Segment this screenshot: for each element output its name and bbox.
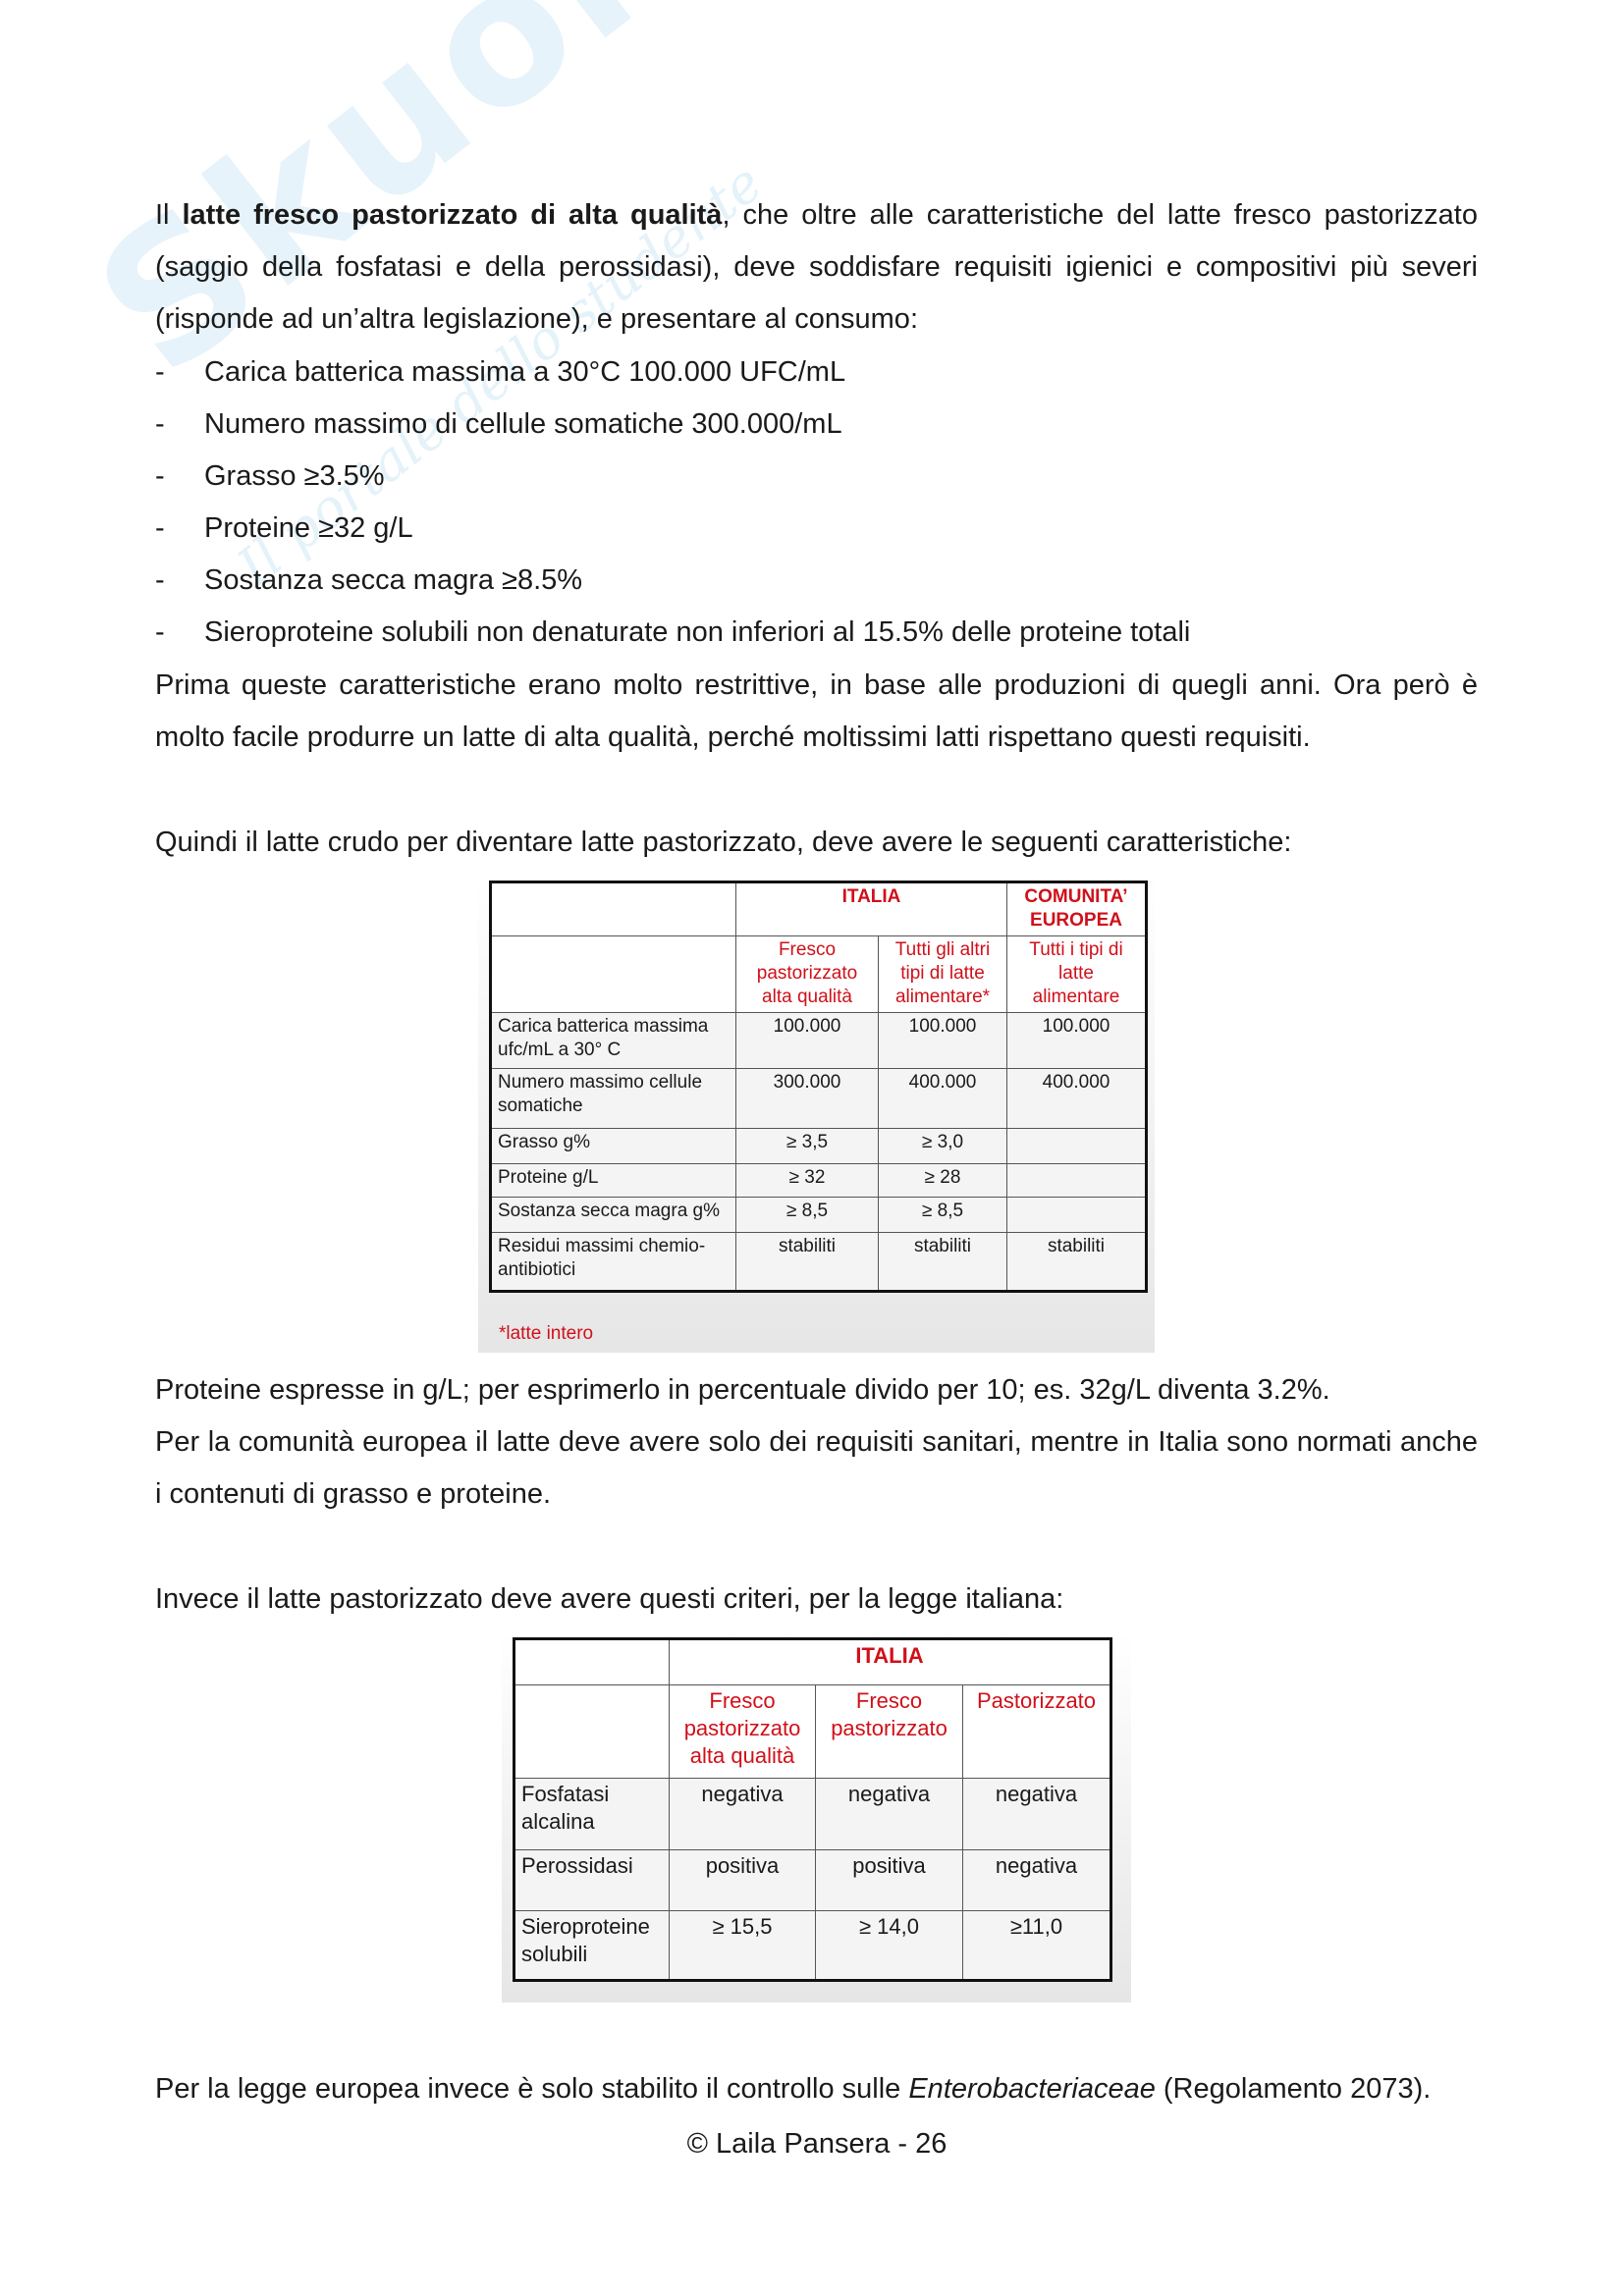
paragraph-7: Per la legge europea invece è solo stabi… — [155, 2073, 1432, 2105]
column-header: Tutti i tipi di latte alimentare — [1006, 935, 1147, 1013]
header-eu: COMUNITA’ EUROPEA — [1006, 881, 1147, 936]
column-header: Tutti gli altri tipi di latte alimentare… — [878, 935, 1007, 1013]
table-row: Numero massimo cellule somatiche 300.000 4… — [490, 1068, 1147, 1129]
list-item: - Carica batterica massima a 30°C 100.000… — [155, 356, 846, 388]
table-row: Grasso g% ≥ 3,5 ≥ 3,0 — [490, 1128, 1147, 1164]
requirements-list: - Carica batterica massima a 30°C 100.000… — [155, 347, 1478, 659]
list-item: - Numero massimo di cellule somatiche 300… — [155, 408, 842, 440]
page-footer: © Laila Pansera - 26 — [686, 2128, 947, 2160]
list-item: - Sieroproteine solubili non denaturate n… — [155, 616, 1191, 648]
table-row: Fosfatasi alcalina negativa negativa negati… — [514, 1778, 1111, 1850]
paragraph-4: Proteine espresse in g/L; per esprimerlo… — [155, 1374, 1330, 1406]
paragraph-5: Per la comunità europea il latte deve av… — [155, 1426, 1478, 1510]
table-footnote: *latte intero — [499, 1323, 594, 1344]
table-row: Proteine g/L ≥ 32 ≥ 28 — [490, 1163, 1147, 1198]
column-header: Fresco pastorizzato alta qualità — [669, 1684, 816, 1779]
table-milk-requirements: ITALIA COMUNITA’ EUROPEA Fresco pastoriz… — [489, 881, 1148, 1293]
table-row: Sostanza secca magra g% ≥ 8,5 ≥ 8,5 — [490, 1197, 1147, 1233]
column-header: Fresco pastorizzato alta qualità — [735, 935, 879, 1013]
paragraph-6: Invece il latte pastorizzato deve avere … — [155, 1583, 1064, 1615]
column-header: Pastorizzato — [962, 1684, 1111, 1779]
list-item: - Grasso ≥3.5% — [155, 460, 385, 492]
list-item: - Sostanza secca magra ≥8.5% — [155, 564, 583, 596]
column-header: Fresco pastorizzato — [815, 1684, 963, 1779]
paragraph-3: Quindi il latte crudo per diventare latt… — [155, 827, 1292, 858]
table-row: Sieroproteine solubili ≥ 15,5 ≥ 14,0 ≥11,0 — [514, 1910, 1111, 1981]
table-row: Perossidasi positiva positiva negativa — [514, 1849, 1111, 1911]
paragraph-2: Prima queste caratteristiche erano molto… — [155, 669, 1478, 753]
table-row: Residui massimi chemio-antibiotici stabil… — [490, 1232, 1147, 1292]
table-pasteurized-criteria: ITALIA Fresco pastorizzato alta qualità … — [513, 1637, 1112, 1982]
intro-bold: latte fresco pastorizzato di alta qualit… — [182, 199, 723, 231]
list-item: - Proteine ≥32 g/L — [155, 512, 413, 544]
header-italia: ITALIA — [735, 881, 1007, 936]
intro-paragraph: Il latte fresco pastorizzato di alta qua… — [155, 199, 1478, 335]
header-italia: ITALIA — [669, 1638, 1111, 1685]
